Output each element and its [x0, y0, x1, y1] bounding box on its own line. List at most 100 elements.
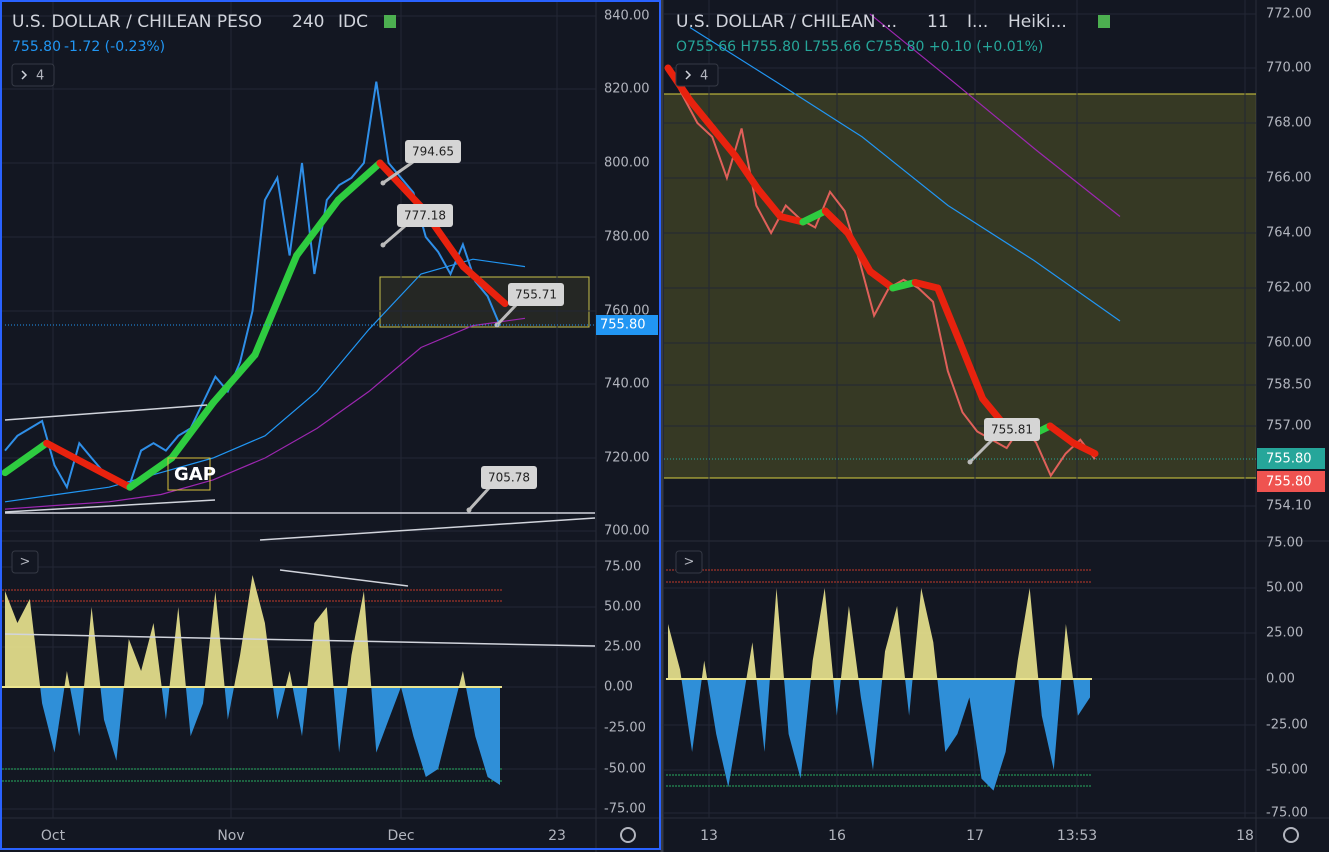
y-tick-label: 50.00 — [1266, 581, 1303, 596]
callout-label: 755.81 — [991, 423, 1033, 437]
trend-segment — [776, 213, 807, 226]
trend-segment — [686, 97, 717, 132]
trend-segment — [376, 159, 426, 211]
settings-icon[interactable] — [1283, 827, 1299, 843]
trend-segment — [293, 196, 342, 259]
header-interval: 240 — [292, 12, 324, 32]
callout-box — [508, 283, 564, 306]
gap-label: GAP — [174, 464, 216, 485]
x-tick-label: Nov — [217, 828, 244, 844]
header-price: 755.80 — [12, 39, 61, 55]
callout-box — [405, 140, 461, 163]
header-source: IDC — [338, 12, 368, 32]
trend-segment — [956, 339, 987, 403]
x-tick-label: 16 — [828, 828, 846, 844]
callout-label: 755.71 — [515, 288, 557, 302]
callout-label: 777.18 — [404, 209, 446, 223]
osc-toggle[interactable] — [675, 550, 703, 574]
y-tick-label: 780.00 — [604, 230, 650, 245]
trend-segment — [251, 252, 301, 359]
y-tick-label: -25.00 — [604, 721, 646, 736]
y-tick-label: 764.00 — [1266, 226, 1312, 241]
pane-toggle[interactable] — [675, 63, 719, 87]
trend-segment — [866, 268, 897, 292]
oscillator-area — [668, 588, 1090, 679]
x-tick-label: Dec — [387, 828, 414, 844]
ma-blue-line — [4, 258, 526, 503]
header-change: -1.72 (-0.23%) — [64, 39, 165, 55]
callout-anchor — [380, 242, 386, 248]
pane-toggle[interactable] — [11, 63, 55, 87]
trend-segment — [821, 207, 852, 237]
trend-segment — [754, 185, 784, 220]
callout-box — [481, 466, 537, 489]
header-symbol: U.S. DOLLAR / CHILEAN PESO — [12, 12, 262, 32]
trend-segment — [126, 454, 176, 491]
last-price-label: 755.80 — [600, 318, 646, 333]
oscillator-area — [668, 679, 1090, 791]
trend-segment — [889, 279, 919, 292]
callout-box — [984, 418, 1040, 441]
y-tick-label: 0.00 — [604, 680, 633, 695]
y-tick-label: 800.00 — [604, 156, 650, 171]
y-tick-label: -50.00 — [1266, 763, 1308, 778]
trend-segment — [731, 152, 762, 193]
trend-segment — [168, 399, 217, 462]
y-tick-label: 758.50 — [1266, 378, 1312, 393]
y-tick-label: 762.00 — [1266, 281, 1312, 296]
gap-box — [167, 457, 211, 491]
last-price-box — [1257, 448, 1325, 469]
x-tick-label: 13:53 — [1057, 828, 1097, 844]
callout-pointer — [382, 224, 406, 247]
chevron — [685, 70, 692, 80]
y-tick-label: 740.00 — [604, 377, 650, 392]
flag-icon[interactable] — [1098, 15, 1110, 28]
last-price-box — [596, 315, 658, 335]
y-tick-label: 700.00 — [604, 524, 650, 539]
x-tick-label: 17 — [966, 828, 984, 844]
trend-segment — [709, 125, 739, 160]
active-panel-border — [0, 0, 661, 850]
callout-anchor — [967, 459, 973, 465]
y-tick-label: 25.00 — [1266, 626, 1303, 641]
osc-toggle-label: > — [20, 555, 31, 570]
pane-toggle-count: 4 — [36, 69, 44, 84]
trend-segment — [209, 351, 259, 406]
pane-toggle-count: 4 — [700, 69, 708, 84]
y-tick-label: 760.00 — [604, 304, 650, 319]
oscillator-area — [5, 687, 500, 785]
osc-toggle[interactable] — [11, 550, 39, 574]
y-tick-label: 757.00 — [1266, 419, 1312, 434]
header-ohlc: O755.66 H755.80 L755.66 C755.80 +0.10 (+… — [676, 39, 1043, 55]
y-tick-label: 760.00 — [1266, 336, 1312, 351]
header-style: Heiki... — [1008, 12, 1067, 32]
ma-purple-line — [869, 13, 1121, 217]
callout-pointer — [495, 303, 518, 327]
y-tick-label: -75.00 — [1266, 806, 1308, 821]
y-tick-label: -75.00 — [604, 802, 646, 817]
y-tick-label: 766.00 — [1266, 171, 1312, 186]
y-tick-label: -50.00 — [604, 762, 646, 777]
settings-icon[interactable] — [620, 827, 636, 843]
callout-box — [397, 204, 453, 227]
last-price-box — [1257, 471, 1325, 492]
y-tick-label: 0.00 — [1266, 672, 1295, 687]
trend-segment — [459, 263, 509, 308]
trend-segment — [84, 461, 134, 491]
x-tick-label: 18 — [1236, 828, 1254, 844]
callout-label: 705.78 — [488, 471, 530, 485]
y-tick-label: 770.00 — [1266, 61, 1312, 76]
callout-pointer — [467, 486, 491, 512]
header-source: I... — [967, 12, 988, 32]
y-tick-label: 720.00 — [604, 451, 650, 466]
last-price-label: 755.80 — [1266, 452, 1312, 467]
y-tick-label: 75.00 — [1266, 536, 1303, 551]
last-price-label: 755.80 — [1266, 475, 1312, 490]
osc-toggle-label: > — [684, 555, 695, 570]
y-tick-label: 25.00 — [604, 640, 641, 655]
flag-icon[interactable] — [384, 15, 396, 28]
y-tick-label: -25.00 — [1266, 718, 1308, 733]
